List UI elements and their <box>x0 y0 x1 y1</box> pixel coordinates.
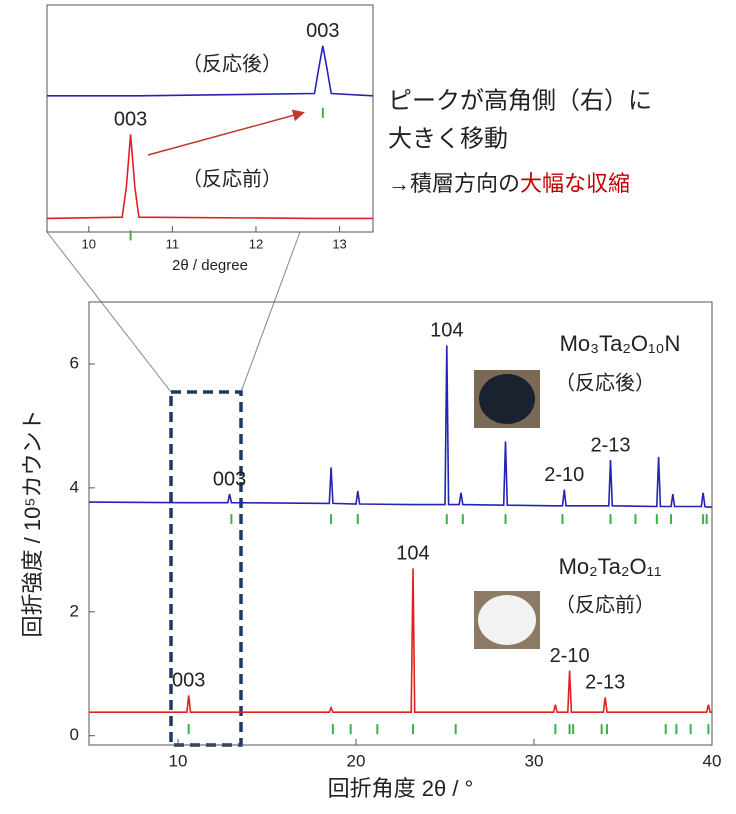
zoom-line <box>241 232 300 392</box>
peak-label: 003 <box>306 20 339 42</box>
y-tick-label: 4 <box>70 477 79 496</box>
series-note: （反応後） <box>555 371 655 394</box>
note-emphasis: 大幅な収縮 <box>520 171 630 196</box>
series-note: （反応前） <box>555 593 655 616</box>
peak-label: 003 <box>114 109 147 131</box>
peak-label: 2-13 <box>591 434 631 456</box>
series-name: （反応後） <box>182 52 282 75</box>
zoom-box <box>171 392 241 745</box>
note-text: →積層方向の大幅な収縮 <box>388 171 630 196</box>
peak-label: 2-13 <box>585 672 625 694</box>
figure: ピークが高角側（右）に 大きく移動 →積層方向の大幅な収縮 10 20 30 40 0 2… <box>0 0 736 814</box>
series-name: Mo₂Ta₂O₁₁ <box>559 554 662 579</box>
series-line <box>89 345 712 507</box>
series-name: Mo₃Ta₂O₁₀N <box>560 331 681 356</box>
x-tick-label: 11 <box>166 236 180 251</box>
peak-label: 2-10 <box>550 645 590 667</box>
peak-label: 104 <box>396 543 429 565</box>
x-tick-label: 40 <box>703 751 722 770</box>
x-axis-label: 回折角度 2θ / ° <box>328 776 474 801</box>
x-tick-label: 12 <box>249 236 263 251</box>
x-tick-label: 13 <box>332 236 346 251</box>
note-text: 大きく移動 <box>388 125 508 152</box>
peak-label: 003 <box>172 670 205 692</box>
peak-label: 2-10 <box>544 464 584 486</box>
series-name: （反応前） <box>182 167 282 190</box>
y-axis-label: 回折強度 / 10⁵カウント <box>20 410 45 638</box>
zoom-line <box>47 232 171 392</box>
sample-photo <box>474 370 540 428</box>
x-tick-label: 20 <box>347 751 366 770</box>
x-axis-label: 2θ / degree <box>172 257 248 274</box>
peak-label: 003 <box>213 468 246 490</box>
y-tick-label: 2 <box>70 601 79 620</box>
peak-label: 104 <box>430 320 463 342</box>
y-tick-label: 0 <box>70 725 79 744</box>
shift-arrow <box>148 113 302 155</box>
y-tick-label: 6 <box>70 353 79 372</box>
sample-photo <box>474 591 540 649</box>
x-tick-label: 10 <box>169 751 188 770</box>
note-text: →積層方向の <box>388 171 520 196</box>
x-tick-label: 30 <box>525 751 544 770</box>
note-text: ピークが高角側（右）に <box>388 87 652 114</box>
x-tick-label: 10 <box>82 236 96 251</box>
